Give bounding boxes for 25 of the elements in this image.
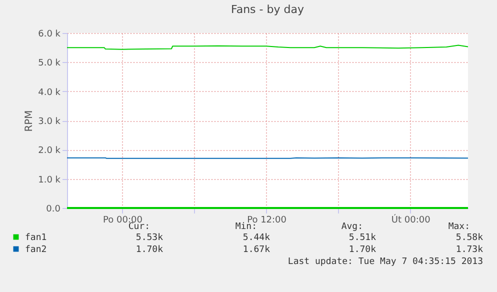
- text: 5.58k: [456, 233, 484, 243]
- y-tick-label: 5.0 k: [38, 58, 62, 69]
- chart-title: Fans - by day: [231, 3, 304, 16]
- y-tick-label: 3.0 k: [38, 117, 62, 127]
- y-tick-label: 4.0 k: [38, 88, 62, 98]
- legend-label: fan1: [25, 233, 47, 243]
- text: 1.73k: [456, 245, 484, 255]
- text: 5.53k: [136, 233, 164, 243]
- text: 5.44k: [242, 233, 271, 243]
- text: 1.67k: [242, 245, 271, 255]
- text: Max:: [448, 222, 470, 232]
- text: Min:: [235, 222, 257, 232]
- y-tick-label: 2.0 k: [38, 146, 62, 156]
- y-tick-label: 1.0 k: [38, 175, 62, 186]
- text: Cur:: [128, 222, 150, 232]
- y-tick-label: 6.0 k: [38, 30, 62, 40]
- text: Last update: Tue May 7 04:35:15 2013: [288, 257, 483, 267]
- y-tick-label: 0.0: [46, 204, 61, 214]
- text: 1.70k: [348, 245, 377, 255]
- text: 5.51k: [348, 233, 377, 243]
- legend-label: fan2: [25, 245, 47, 255]
- y-axis-title: RPM: [24, 110, 36, 132]
- x-tick-label: Út 00:00: [391, 214, 431, 226]
- text: 1.70k: [136, 245, 164, 255]
- text: Avg:: [341, 222, 363, 232]
